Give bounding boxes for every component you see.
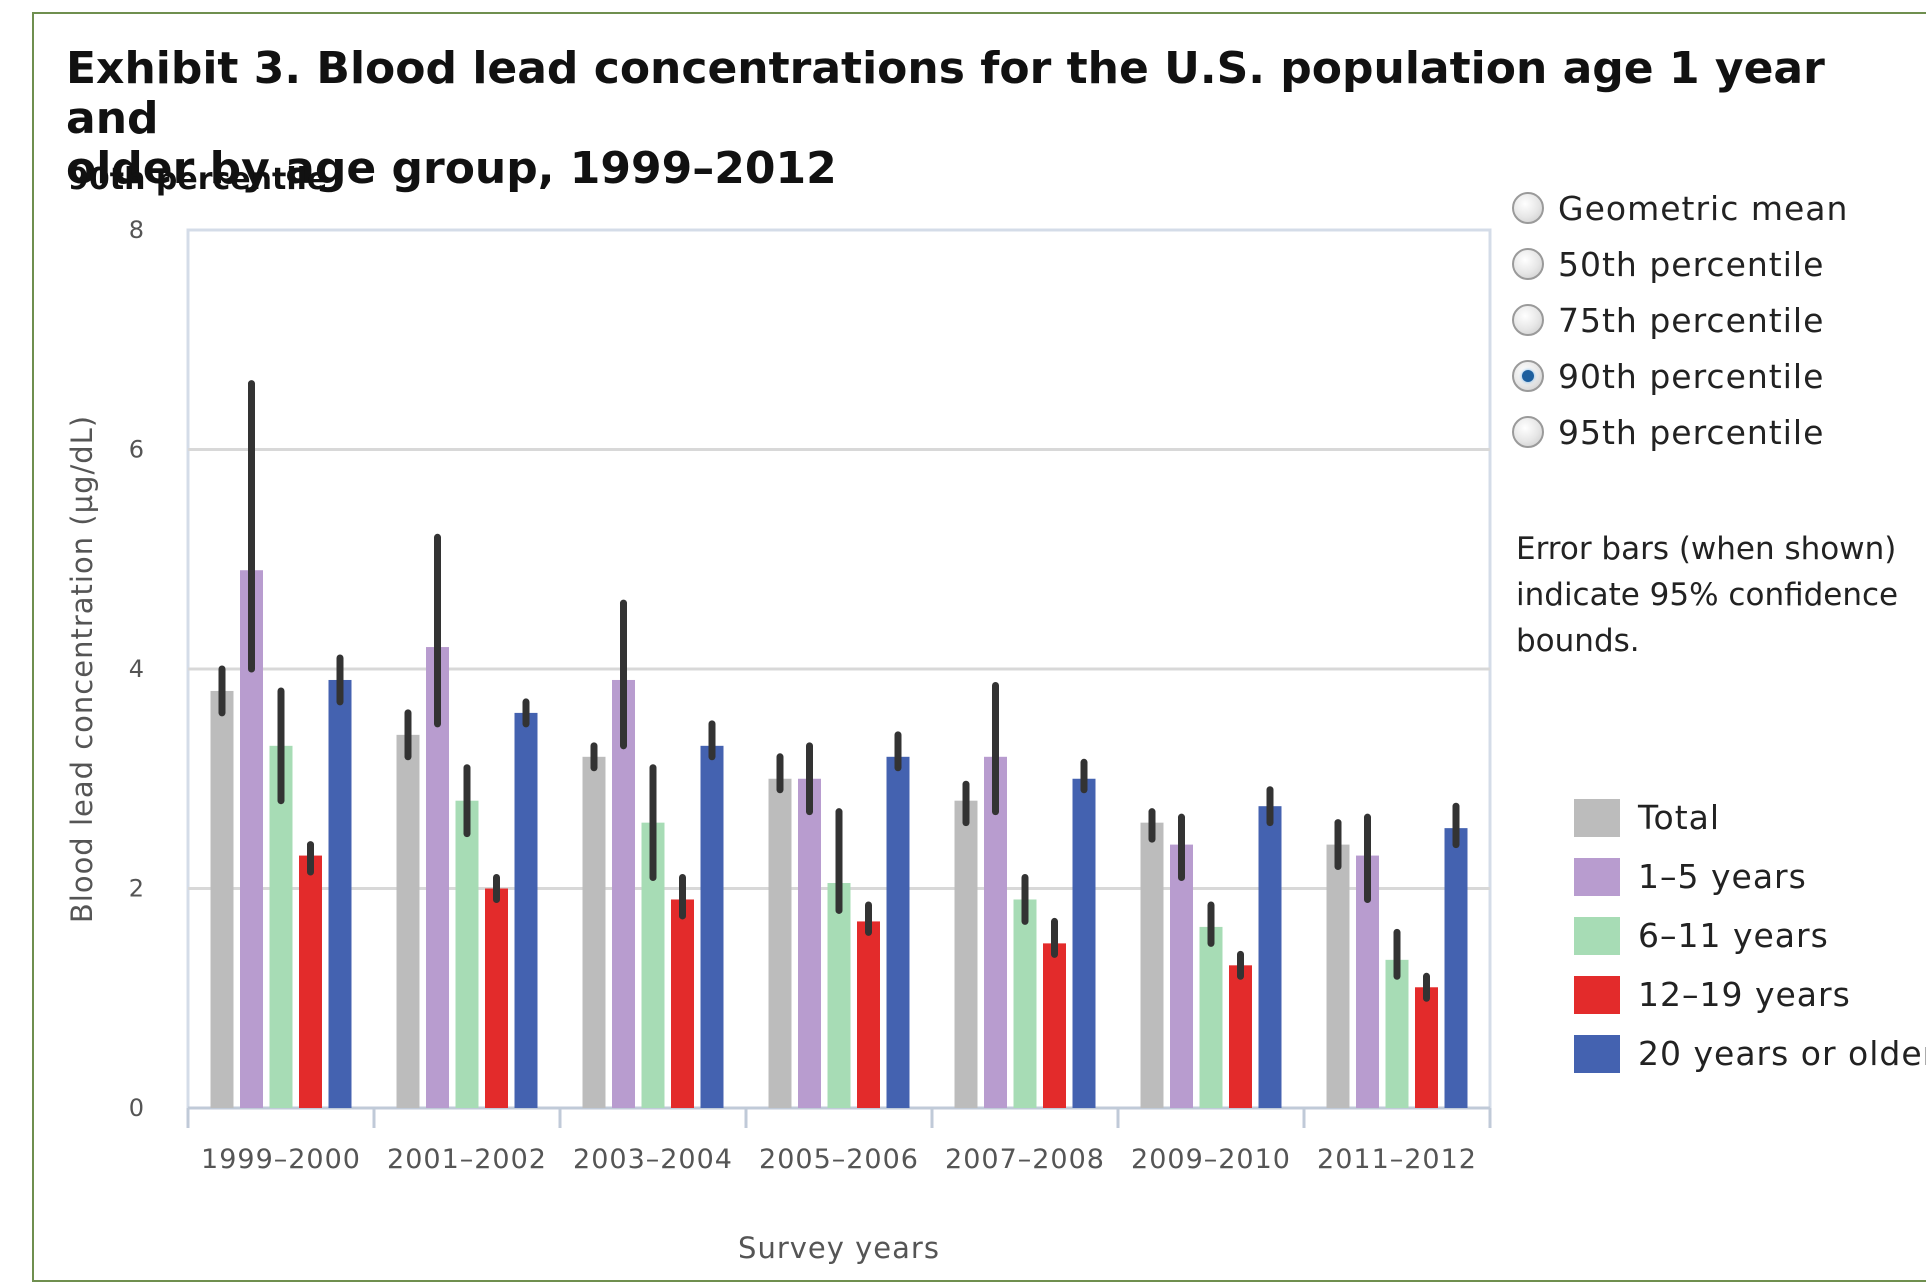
radio-50th-percentile[interactable]: 50th percentile (1512, 236, 1848, 292)
bar (612, 679, 635, 1108)
bar (1385, 959, 1409, 1108)
y-tick-label: 0 (129, 1094, 144, 1122)
bar (1043, 943, 1066, 1108)
bar (426, 647, 449, 1108)
radio-button[interactable] (1512, 416, 1544, 448)
radio-75th-percentile[interactable]: 75th percentile (1512, 292, 1848, 348)
bar (954, 800, 978, 1108)
statistic-radio-group: Geometric mean 50th percentile 75th perc… (1512, 180, 1848, 460)
chart-subtitle: 90th percentile (68, 162, 328, 197)
bar (485, 888, 508, 1108)
x-tick-label: 2003–2004 (573, 1144, 733, 1175)
chart-legend: Total 1–5 years 6–11 years 12–19 years 2… (1574, 788, 1926, 1083)
legend-swatch (1574, 975, 1620, 1014)
bar (582, 756, 606, 1108)
radio-90th-percentile[interactable]: 90th percentile (1512, 348, 1848, 404)
radio-label: Geometric mean (1558, 188, 1849, 228)
bar (1140, 822, 1164, 1108)
bar (641, 822, 665, 1108)
bar (1326, 844, 1350, 1108)
bar (396, 734, 420, 1108)
legend-swatch (1574, 916, 1620, 955)
x-tick-label: 2001–2002 (387, 1144, 547, 1175)
legend-item-total[interactable]: Total (1574, 788, 1926, 847)
x-axis-title: Survey years (738, 1231, 940, 1265)
radio-label: 50th percentile (1558, 244, 1825, 284)
bar (1013, 899, 1037, 1108)
y-tick-label: 4 (129, 655, 144, 683)
bar (857, 921, 880, 1108)
x-tick-label: 2005–2006 (759, 1144, 919, 1175)
bar (1258, 806, 1282, 1108)
bar (210, 690, 234, 1108)
legend-label: 1–5 years (1638, 857, 1807, 896)
legend-swatch (1574, 1034, 1620, 1073)
legend-swatch (1574, 798, 1620, 837)
legend-swatch (1574, 857, 1620, 896)
radio-95th-percentile[interactable]: 95th percentile (1512, 404, 1848, 460)
x-tick-label: 2011–2012 (1317, 1144, 1477, 1175)
chart-title: Exhibit 3. Blood lead concentrations for… (66, 43, 1825, 194)
radio-button[interactable] (1512, 360, 1544, 392)
legend-label: 12–19 years (1638, 975, 1851, 1014)
error-bar-note: Error bars (when shown) indicate 95% con… (1516, 531, 1899, 659)
radio-label: 95th percentile (1558, 412, 1825, 452)
bar (1229, 965, 1252, 1108)
bar (1356, 855, 1379, 1108)
y-tick-label: 6 (129, 436, 144, 464)
bar (798, 778, 821, 1108)
bar (240, 570, 263, 1108)
bar (984, 756, 1007, 1108)
bar (700, 745, 724, 1108)
x-tick-label: 2009–2010 (1131, 1144, 1291, 1175)
legend-label: 20 years or older (1638, 1034, 1926, 1073)
legend-label: Total (1638, 798, 1721, 837)
bar (671, 899, 694, 1108)
radio-label: 90th percentile (1558, 356, 1825, 396)
bar (514, 712, 538, 1108)
x-tick-label: 1999–2000 (201, 1144, 361, 1175)
bar (768, 778, 792, 1108)
bar (299, 855, 322, 1108)
bar (1199, 926, 1223, 1108)
radio-button[interactable] (1512, 248, 1544, 280)
bar (1415, 987, 1438, 1108)
bar (827, 883, 851, 1108)
y-tick-label: 2 (129, 875, 144, 903)
bar (269, 745, 293, 1108)
y-axis-title: Blood lead concentration (µg/dL) (65, 415, 99, 923)
legend-label: 6–11 years (1638, 916, 1829, 955)
legend-item-20-years-or-older[interactable]: 20 years or older (1574, 1024, 1926, 1083)
legend-item-1-5-years[interactable]: 1–5 years (1574, 847, 1926, 906)
bar (1072, 778, 1096, 1108)
x-tick-label: 2007–2008 (945, 1144, 1105, 1175)
radio-label: 75th percentile (1558, 300, 1825, 340)
bar (886, 756, 910, 1108)
bar (455, 800, 479, 1108)
bar (328, 679, 352, 1108)
radio-button[interactable] (1512, 192, 1544, 224)
radio-button[interactable] (1512, 304, 1544, 336)
y-tick-label: 8 (129, 216, 144, 244)
radio-geometric-mean[interactable]: Geometric mean (1512, 180, 1848, 236)
bar (1444, 828, 1468, 1108)
legend-item-12-19-years[interactable]: 12–19 years (1574, 965, 1926, 1024)
legend-item-6-11-years[interactable]: 6–11 years (1574, 906, 1926, 965)
bar (1170, 844, 1193, 1108)
